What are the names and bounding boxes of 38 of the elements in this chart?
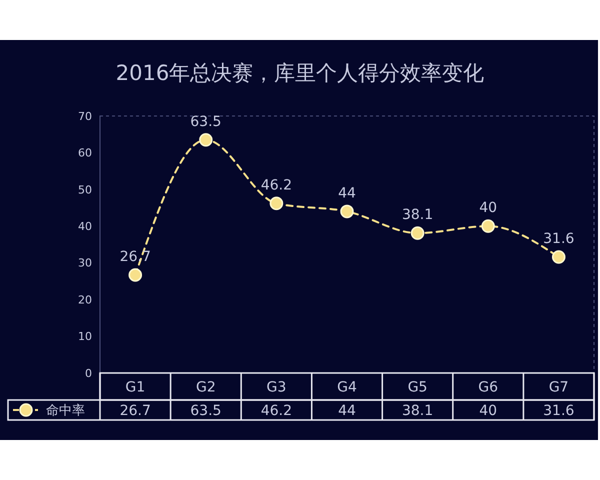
text: 44 — [338, 402, 356, 419]
point — [270, 196, 284, 210]
y-tick-label: 30 — [78, 256, 92, 270]
y-tick-label: 40 — [78, 220, 92, 233]
x-tick-label: G1 — [125, 379, 146, 396]
text: 31.6 — [543, 402, 574, 419]
x-tick-label: G5 — [408, 379, 428, 396]
legend-label: 命中率 — [46, 402, 85, 419]
text: 63.5 — [190, 402, 222, 419]
text: 26.7 — [120, 402, 151, 419]
y-tick-label: 70 — [78, 110, 92, 123]
text: 38.1 — [402, 402, 434, 419]
text: 46.2 — [260, 402, 292, 419]
y-tick-label: 0 — [85, 366, 92, 380]
y-tick-label: 20 — [78, 293, 92, 306]
y-tick-label: 50 — [78, 183, 92, 196]
y-tick-label: 10 — [78, 330, 92, 344]
point — [199, 133, 213, 147]
x-tick-label: G7 — [548, 379, 569, 396]
data-label: 38.1 — [402, 207, 434, 224]
x-tick-label: G2 — [196, 379, 216, 396]
point — [552, 250, 566, 264]
y-tick-label: 60 — [78, 146, 92, 160]
data-label: 26.7 — [120, 248, 151, 265]
text: 40 — [479, 402, 498, 419]
point — [481, 219, 495, 233]
data-label: 63.5 — [190, 114, 222, 130]
data-label: 44 — [338, 185, 356, 202]
chart-title: 2016年总决赛，库里个人得分效率变化 — [116, 61, 484, 85]
point — [128, 268, 142, 282]
x-tick-label: G4 — [337, 379, 357, 396]
x-tick-label: G3 — [266, 379, 286, 396]
x-tick-label: G6 — [478, 379, 498, 396]
point — [340, 204, 354, 218]
point — [410, 226, 424, 240]
data-label: 31.6 — [543, 230, 574, 247]
data-label: 40 — [479, 200, 498, 216]
data-label: 46.2 — [260, 177, 292, 194]
